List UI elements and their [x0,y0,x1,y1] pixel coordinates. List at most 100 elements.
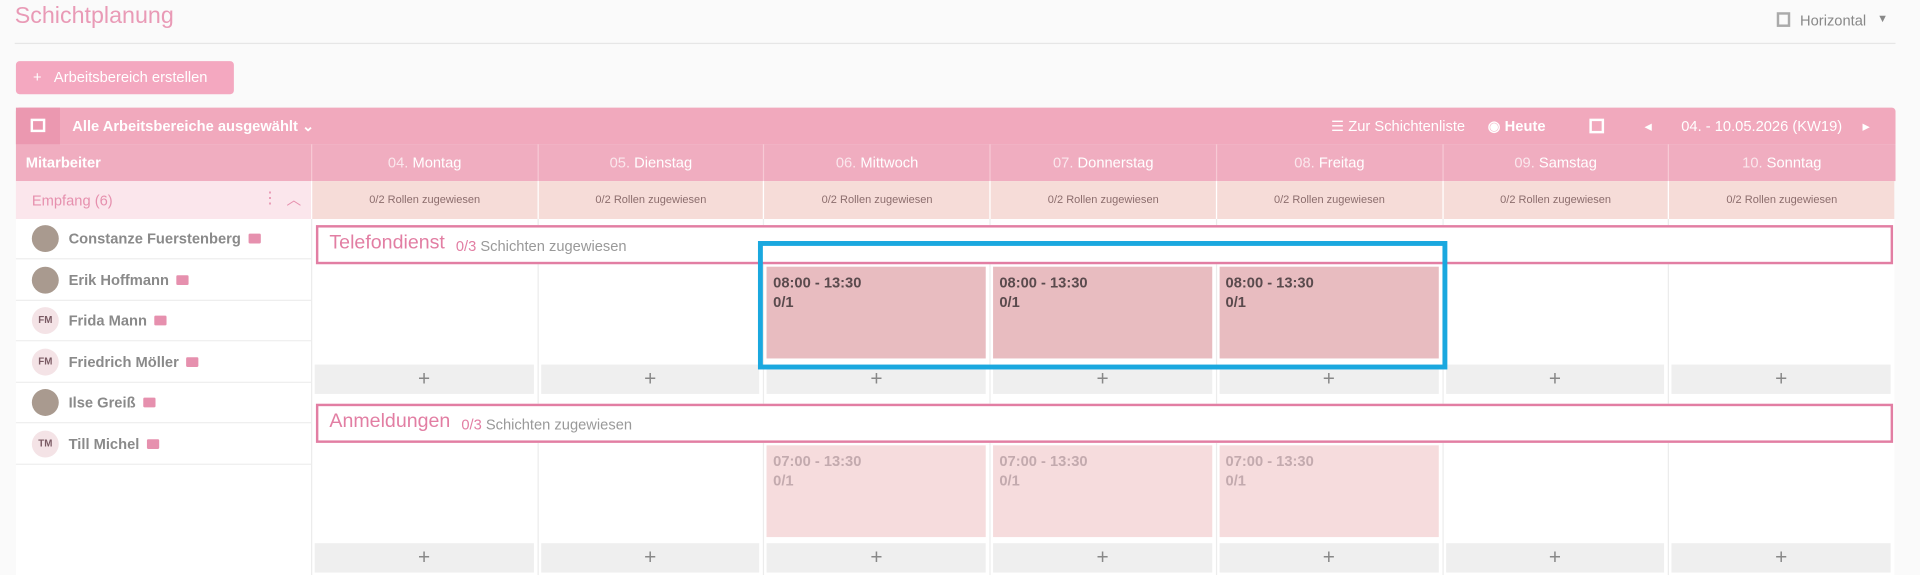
create-button[interactable]: + Arbeitsbereich erstellen [15,61,234,95]
add-shift[interactable]: + [1671,364,1891,394]
day-header: 09. Samstag [1441,144,1668,182]
roles: 0/2 Rollen zugewiesen [763,181,990,219]
day-name: Montag [412,154,462,172]
shift[interactable]: 08:00 - 13:30 0/1 [767,266,986,359]
column-bg [1441,218,1669,575]
prev[interactable]: ◂ [1644,117,1652,135]
next[interactable]: ▸ [1862,117,1870,135]
shift-time: 08:00 - 13:30 [999,274,1088,292]
mail-icon[interactable] [154,315,167,326]
add-shift[interactable]: + [1671,543,1891,573]
day-header: 04. Montag [311,144,537,182]
day-name: Mittwoch [860,154,919,172]
employee-row [15,301,312,342]
header-row [15,144,1896,182]
add-shift[interactable]: + [993,364,1213,394]
create-label: Arbeitsbereich erstellen [53,68,208,86]
shift[interactable]: 08:00 - 13:30 0/1 [1219,266,1439,359]
add-shift[interactable]: + [314,543,534,573]
section-name: Telefondienst [329,232,445,254]
add-shift[interactable]: + [1219,364,1439,394]
day-num: 07. [1053,154,1074,172]
column-bg [1668,218,1895,575]
add-shift[interactable]: + [1445,543,1665,573]
mail-icon[interactable] [248,233,261,244]
day-name: Donnerstag [1077,154,1154,172]
view-icon [1776,12,1791,27]
roles: 0/2 Rollen zugewiesen [537,181,764,219]
today-label: Heute [1504,117,1546,135]
shift-time: 07:00 - 13:30 [773,452,862,470]
mail-icon[interactable] [142,398,156,408]
shift-count: 0/1 [1225,293,1246,311]
roles: 0/2 Rollen zugewiesen [1215,181,1442,219]
avatar [31,389,59,417]
group-collapse[interactable]: ︿ [286,190,302,208]
highlight-box [757,241,1448,370]
avatar: TM [31,430,59,458]
day-num: 08. [1294,154,1315,172]
add-shift[interactable]: + [1445,364,1665,394]
day-header: 05. Dienstag [537,144,763,182]
roles: 0/2 Rollen zugewiesen [989,181,1216,219]
day-name: Freitag [1318,154,1365,172]
roles: 0/2 Rollen zugewiesen [311,181,538,219]
add-shift[interactable]: + [767,543,986,573]
employee-name: Erik Hoffmann [68,271,170,289]
employee-header: Mitarbeiter [25,154,101,172]
shift-count: 0/1 [773,472,794,490]
shift[interactable]: 07:00 - 13:30 0/1 [993,445,1213,538]
avatar: FM [31,348,59,376]
shift-time: 07:00 - 13:30 [999,452,1088,470]
section-label: Schichten zugewiesen [480,237,627,255]
add-shift[interactable]: + [540,364,760,394]
roles: 0/2 Rollen zugewiesen [1668,181,1895,219]
day-name: Sonntag [1766,154,1822,172]
employee-row [15,260,312,301]
title: Schichtplanung [14,3,174,30]
shift[interactable]: 07:00 - 13:30 0/1 [1219,445,1439,538]
list-link[interactable]: ☰ Zur Schichtenliste [1331,117,1466,135]
day-header: 08. Freitag [1215,144,1442,182]
employee-row [15,425,312,465]
add-shift[interactable]: + [767,364,986,394]
filter[interactable]: Alle Arbeitsbereiche ausgewählt ⌄ [72,117,315,135]
range: 04. - 10.05.2026 (KW19) [1681,117,1843,135]
shift-count: 0/1 [999,293,1020,311]
add-shift[interactable]: + [1219,543,1439,573]
group-menu[interactable]: ⋮ [262,188,278,207]
mail-icon[interactable] [176,274,189,285]
view-select[interactable]: Horizontal [1800,12,1867,30]
workspace-icon [15,107,61,145]
shift-time: 07:00 - 13:30 [1225,452,1314,470]
day-num: 06. [835,154,857,172]
today[interactable]: ◉ Heute [1487,117,1546,135]
employee-row [15,219,312,260]
mail-icon[interactable] [146,439,159,449]
employee-list [15,218,312,575]
calendar-icon[interactable] [1589,118,1605,134]
shift[interactable]: 07:00 - 13:30 0/1 [767,445,986,538]
view-caret: ▼ [1877,12,1889,25]
employee-row [15,383,312,424]
column-bg [311,218,538,575]
add-shift[interactable]: + [993,543,1213,573]
day-header: 10. Sonntag [1668,144,1894,182]
shift-time: 08:00 - 13:30 [1225,274,1314,292]
section-label: Schichten zugewiesen [485,415,633,434]
group-name: Empfang (6) [31,192,113,210]
shift-count: 0/1 [773,293,794,311]
employee-name: Constanze Fuerstenberg [68,229,241,248]
mail-icon[interactable] [186,356,199,367]
add-shift[interactable]: + [540,543,760,573]
day-header: 07. Donnerstag [989,144,1216,182]
day-name: Samstag [1538,154,1597,172]
shift[interactable]: 08:00 - 13:30 0/1 [993,266,1213,359]
column-bg [537,218,764,575]
shift-count: 0/1 [999,472,1020,490]
filter-label: Alle Arbeitsbereiche ausgewählt [72,117,298,135]
section-header: Anmeldungen 0/3 Schichten zugewiesen [315,403,1894,443]
add-shift[interactable]: + [314,364,534,394]
